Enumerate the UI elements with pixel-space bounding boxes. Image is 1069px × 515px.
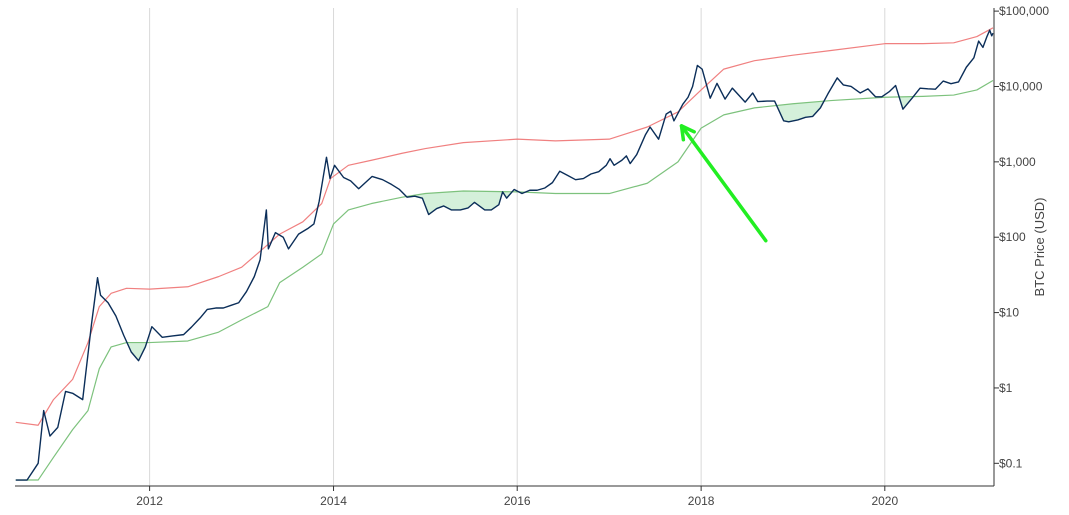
gridlines xyxy=(149,8,886,486)
axes xyxy=(15,8,995,487)
below-lower-band-fill xyxy=(15,80,993,481)
annotations xyxy=(679,124,768,243)
series-lines xyxy=(15,27,994,481)
x-tick-label: 2014 xyxy=(320,494,347,508)
annotation-arrow xyxy=(679,124,768,243)
y-tick-label: $100 xyxy=(999,230,1026,244)
arrow-head xyxy=(679,124,696,142)
y-tick-label: $0.1 xyxy=(999,456,1023,470)
x-tick-label: 2020 xyxy=(871,494,898,508)
arrow-shaft xyxy=(679,124,768,243)
x-tick-label: 2012 xyxy=(136,494,163,508)
y-axis-title: BTC Price (USD) xyxy=(1032,198,1047,297)
lower-band-line xyxy=(15,80,994,481)
x-axis-ticks: 2012 2014 2016 2018 2020 xyxy=(136,486,898,508)
x-tick-label: 2018 xyxy=(688,494,715,508)
y-axis-ticks: $0.1 $1 $10 $100 $1,000 $10,000 $100,000 xyxy=(994,4,1049,470)
y-tick-label: $100,000 xyxy=(999,4,1049,18)
y-tick-label: $10 xyxy=(999,306,1019,320)
below-lower-band-area xyxy=(15,80,993,481)
y-tick-label: $1,000 xyxy=(999,155,1036,169)
x-tick-label: 2016 xyxy=(504,494,531,508)
y-tick-label: $10,000 xyxy=(999,79,1043,93)
upper-band-line xyxy=(15,27,994,426)
price-line xyxy=(15,29,994,481)
y-tick-label: $1 xyxy=(999,381,1013,395)
